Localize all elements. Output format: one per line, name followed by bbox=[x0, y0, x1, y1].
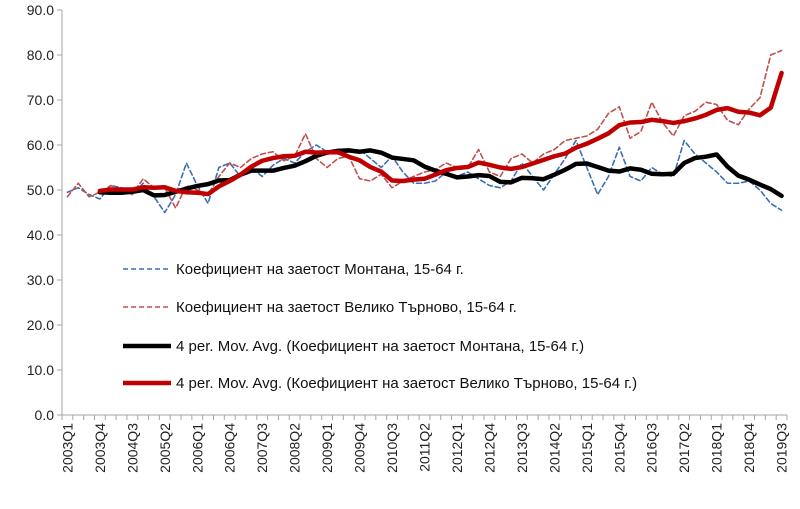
y-tick-label: 10.0 bbox=[27, 362, 54, 378]
series-line-2 bbox=[66, 49, 783, 209]
y-tick-label: 50.0 bbox=[27, 182, 54, 198]
y-tick-label: 0.0 bbox=[35, 407, 55, 423]
x-tick-label: 2006Q1 bbox=[189, 423, 205, 473]
legend-item-2: Коефициент на заетост Велико Търново, 15… bbox=[123, 299, 517, 316]
legend-item-4: 4 per. Mov. Avg. (Коефициент на заетост … bbox=[123, 375, 637, 392]
x-tick-label: 2009Q1 bbox=[319, 423, 335, 473]
x-tick-label: 2003Q1 bbox=[59, 423, 75, 473]
legend: Коефициент на заетост Монтана, 15-64 г. К… bbox=[123, 261, 637, 392]
y-tick-label: 60.0 bbox=[27, 137, 54, 153]
legend-label: 4 per. Mov. Avg. (Коефициент на заетост … bbox=[176, 338, 584, 355]
x-tick-label: 2019Q3 bbox=[774, 423, 790, 473]
legend-item-1: Коефициент на заетост Монтана, 15-64 г. bbox=[123, 261, 464, 278]
x-tick-label: 2003Q4 bbox=[92, 423, 108, 473]
x-tick-label: 2006Q4 bbox=[222, 423, 238, 473]
x-tick-label: 2016Q3 bbox=[644, 423, 660, 473]
series-line-4 bbox=[97, 70, 784, 197]
x-tick-label: 2014Q2 bbox=[546, 423, 562, 473]
x-tick-label: 2005Q2 bbox=[157, 423, 173, 473]
x-tick-label: 2013Q3 bbox=[514, 423, 530, 473]
plot-area bbox=[66, 49, 784, 214]
legend-label: 4 per. Mov. Avg. (Коефициент на заетост … bbox=[176, 375, 637, 392]
y-tick-label: 80.0 bbox=[27, 47, 54, 63]
x-tick-label: 2018Q1 bbox=[709, 423, 725, 473]
y-tick-label: 70.0 bbox=[27, 92, 54, 108]
x-tick-label: 2008Q2 bbox=[287, 423, 303, 473]
x-tick-label: 2017Q2 bbox=[676, 423, 692, 473]
legend-label: Коефициент на заетост Монтана, 15-64 г. bbox=[176, 261, 464, 278]
x-tick-label: 2004Q3 bbox=[124, 423, 140, 473]
x-tick-label: 2015Q1 bbox=[579, 423, 595, 473]
x-tick-label: 2018Q4 bbox=[741, 423, 757, 473]
y-tick-label: 90.0 bbox=[27, 2, 54, 18]
legend-item-3: 4 per. Mov. Avg. (Коефициент на заетост … bbox=[123, 338, 584, 355]
y-tick-label: 30.0 bbox=[27, 272, 54, 288]
x-tick-label: 2012Q4 bbox=[481, 423, 497, 473]
y-tick-label: 40.0 bbox=[27, 227, 54, 243]
y-axis: 0.0 10.0 20.0 30.0 40.0 50.0 60.0 70.0 80.0 90.0 bbox=[27, 2, 63, 423]
x-tick-label: 2011Q2 bbox=[417, 423, 433, 472]
x-tick-label: 2015Q4 bbox=[611, 423, 627, 473]
y-tick-label: 20.0 bbox=[27, 317, 54, 333]
x-tick-label: 2010Q3 bbox=[384, 423, 400, 473]
x-axis: 2003Q1 2003Q4 2004Q3 2005Q2 2006Q1 2006Q4 2007… bbox=[59, 414, 790, 473]
x-tick-label: 2012Q1 bbox=[449, 423, 465, 473]
x-tick-label: 2007Q3 bbox=[254, 423, 270, 473]
legend-label: Коефициент на заетост Велико Търново, 15… bbox=[176, 299, 517, 316]
x-tick-label: 2009Q4 bbox=[352, 423, 368, 473]
